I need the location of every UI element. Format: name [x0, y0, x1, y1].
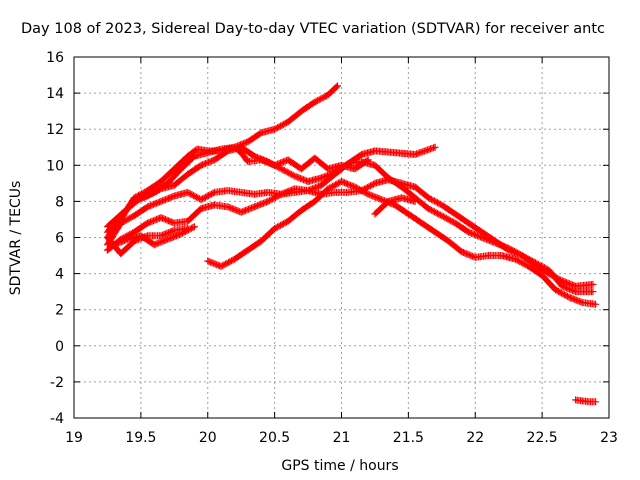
y-tick-label: 16 — [46, 50, 64, 66]
x-axis: 19 19.5 20 20.5 21 21.5 22 22.5 23 — [65, 57, 618, 446]
x-tick-label: 20 — [199, 430, 217, 446]
x-tick-label: 21 — [333, 430, 351, 446]
series-arc8 — [204, 178, 600, 308]
chart-title: Day 108 of 2023, Sidereal Day-to-day VTE… — [21, 21, 605, 37]
x-tick-label: 20.5 — [259, 430, 290, 446]
series-arc3 — [103, 143, 439, 236]
series-points — [572, 396, 600, 406]
series-points — [204, 178, 600, 308]
series-points — [371, 194, 419, 218]
y-tick-label: 10 — [46, 158, 64, 174]
y-tick-label: 6 — [55, 231, 64, 247]
series-points — [103, 143, 439, 236]
series-arc10 — [572, 396, 600, 406]
y-tick-label: 12 — [46, 122, 64, 138]
y-tick-label: 0 — [55, 339, 64, 355]
x-tick-label: 22 — [466, 430, 484, 446]
x-tick-label: 19.5 — [125, 430, 156, 446]
y-tick-label: -2 — [50, 375, 64, 391]
grid-lines — [74, 57, 609, 418]
series-arc7 — [110, 223, 198, 249]
series-arc9 — [371, 194, 419, 218]
y-axis-label: SDTVAR / TECUs — [8, 181, 24, 296]
y-tick-label: 2 — [55, 303, 64, 319]
x-tick-label: 21.5 — [393, 430, 424, 446]
data-series — [103, 82, 600, 406]
y-tick-label: 14 — [46, 86, 64, 102]
y-tick-label: 4 — [55, 267, 64, 283]
x-tick-label: 19 — [65, 430, 83, 446]
series-points — [110, 223, 198, 249]
y-tick-label: 8 — [55, 194, 64, 210]
y-axis: -4 -2 0 2 4 6 8 10 12 14 16 — [46, 50, 609, 427]
x-tick-label: 23 — [600, 430, 618, 446]
x-axis-label: GPS time / hours — [281, 458, 398, 474]
x-tick-label: 22.5 — [527, 430, 558, 446]
y-tick-label: -4 — [50, 411, 64, 427]
